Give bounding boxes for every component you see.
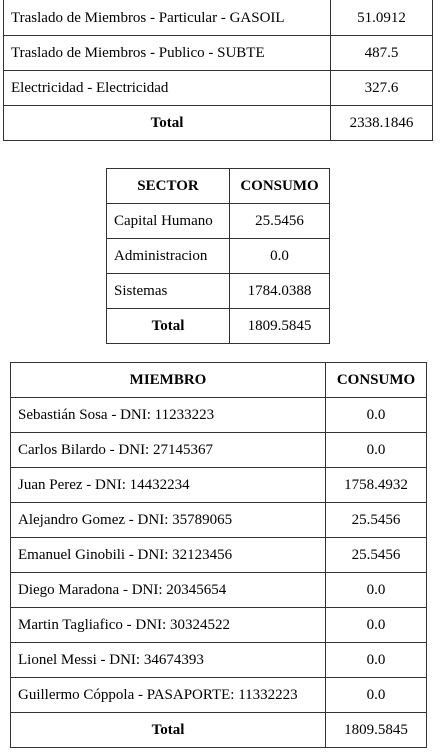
table-row: Carlos Bilardo - DNI: 27145367 0.0 — [10, 432, 427, 468]
sector-value: 1784.0388 — [229, 273, 330, 309]
table-header-row: MIEMBRO CONSUMO — [10, 362, 427, 398]
total-label: Total — [3, 105, 331, 141]
miembro-value: 0.0 — [325, 642, 427, 678]
table-row: Guillermo Cóppola - PASAPORTE: 11332223 … — [10, 677, 427, 713]
miembro-label: Guillermo Cóppola - PASAPORTE: 11332223 — [10, 677, 326, 713]
table-row: Martin Tagliafico - DNI: 30324522 0.0 — [10, 607, 427, 643]
miembro-value: 0.0 — [325, 397, 427, 433]
table-row: Juan Perez - DNI: 14432234 1758.4932 — [10, 467, 427, 503]
column-header-miembro: MIEMBRO — [10, 362, 326, 398]
column-header-consumo: CONSUMO — [229, 168, 330, 204]
categoria-label: Electricidad - Electricidad — [3, 70, 331, 106]
table-row: Diego Maradona - DNI: 20345654 0.0 — [10, 572, 427, 608]
categoria-label: Traslado de Miembros - Particular - GASO… — [3, 0, 331, 36]
categorias-table: Traslado de Miembros - Particular - GASO… — [3, 0, 433, 141]
miembro-value: 0.0 — [325, 572, 427, 608]
total-value: 1809.5845 — [229, 308, 330, 344]
table-row: Sistemas 1784.0388 — [106, 273, 330, 309]
column-header-sector: SECTOR — [106, 168, 230, 204]
table-header-row: SECTOR CONSUMO — [106, 168, 330, 204]
miembro-value: 1758.4932 — [325, 467, 427, 503]
table-row: Capital Humano 25.5456 — [106, 203, 330, 239]
sector-value: 25.5456 — [229, 203, 330, 239]
total-row: Total 1809.5845 — [10, 712, 427, 748]
miembro-value: 0.0 — [325, 677, 427, 713]
total-value: 1809.5845 — [325, 712, 427, 748]
miembro-value: 25.5456 — [325, 502, 427, 538]
table-row: Administracion 0.0 — [106, 238, 330, 274]
sector-table: SECTOR CONSUMO Capital Humano 25.5456 Ad… — [106, 168, 330, 344]
column-header-consumo: CONSUMO — [325, 362, 427, 398]
table-row: Traslado de Miembros - Particular - GASO… — [3, 0, 433, 36]
miembros-table: MIEMBRO CONSUMO Sebastián Sosa - DNI: 11… — [10, 362, 427, 748]
miembro-value: 0.0 — [325, 432, 427, 468]
miembro-label: Emanuel Ginobili - DNI: 32123456 — [10, 537, 326, 573]
table-row: Traslado de Miembros - Publico - SUBTE 4… — [3, 35, 433, 71]
miembro-label: Diego Maradona - DNI: 20345654 — [10, 572, 326, 608]
categoria-label: Traslado de Miembros - Publico - SUBTE — [3, 35, 331, 71]
categoria-value: 487.5 — [330, 35, 433, 71]
miembro-label: Lionel Messi - DNI: 34674393 — [10, 642, 326, 678]
table-row: Electricidad - Electricidad 327.6 — [3, 70, 433, 106]
categoria-value: 327.6 — [330, 70, 433, 106]
categoria-value: 51.0912 — [330, 0, 433, 36]
table-row: Emanuel Ginobili - DNI: 32123456 25.5456 — [10, 537, 427, 573]
miembro-value: 25.5456 — [325, 537, 427, 573]
miembro-label: Sebastián Sosa - DNI: 11233223 — [10, 397, 326, 433]
sector-label: Administracion — [106, 238, 230, 274]
total-value: 2338.1846 — [330, 105, 433, 141]
sector-value: 0.0 — [229, 238, 330, 274]
miembro-label: Carlos Bilardo - DNI: 27145367 — [10, 432, 326, 468]
table-row: Lionel Messi - DNI: 34674393 0.0 — [10, 642, 427, 678]
sector-label: Sistemas — [106, 273, 230, 309]
miembro-label: Juan Perez - DNI: 14432234 — [10, 467, 326, 503]
total-label: Total — [10, 712, 326, 748]
total-row: Total 1809.5845 — [106, 308, 330, 344]
table-row: Alejandro Gomez - DNI: 35789065 25.5456 — [10, 502, 427, 538]
total-label: Total — [106, 308, 230, 344]
miembro-label: Alejandro Gomez - DNI: 35789065 — [10, 502, 326, 538]
miembro-label: Martin Tagliafico - DNI: 30324522 — [10, 607, 326, 643]
sector-label: Capital Humano — [106, 203, 230, 239]
table-row: Sebastián Sosa - DNI: 11233223 0.0 — [10, 397, 427, 433]
miembro-value: 0.0 — [325, 607, 427, 643]
total-row: Total 2338.1846 — [3, 105, 433, 141]
